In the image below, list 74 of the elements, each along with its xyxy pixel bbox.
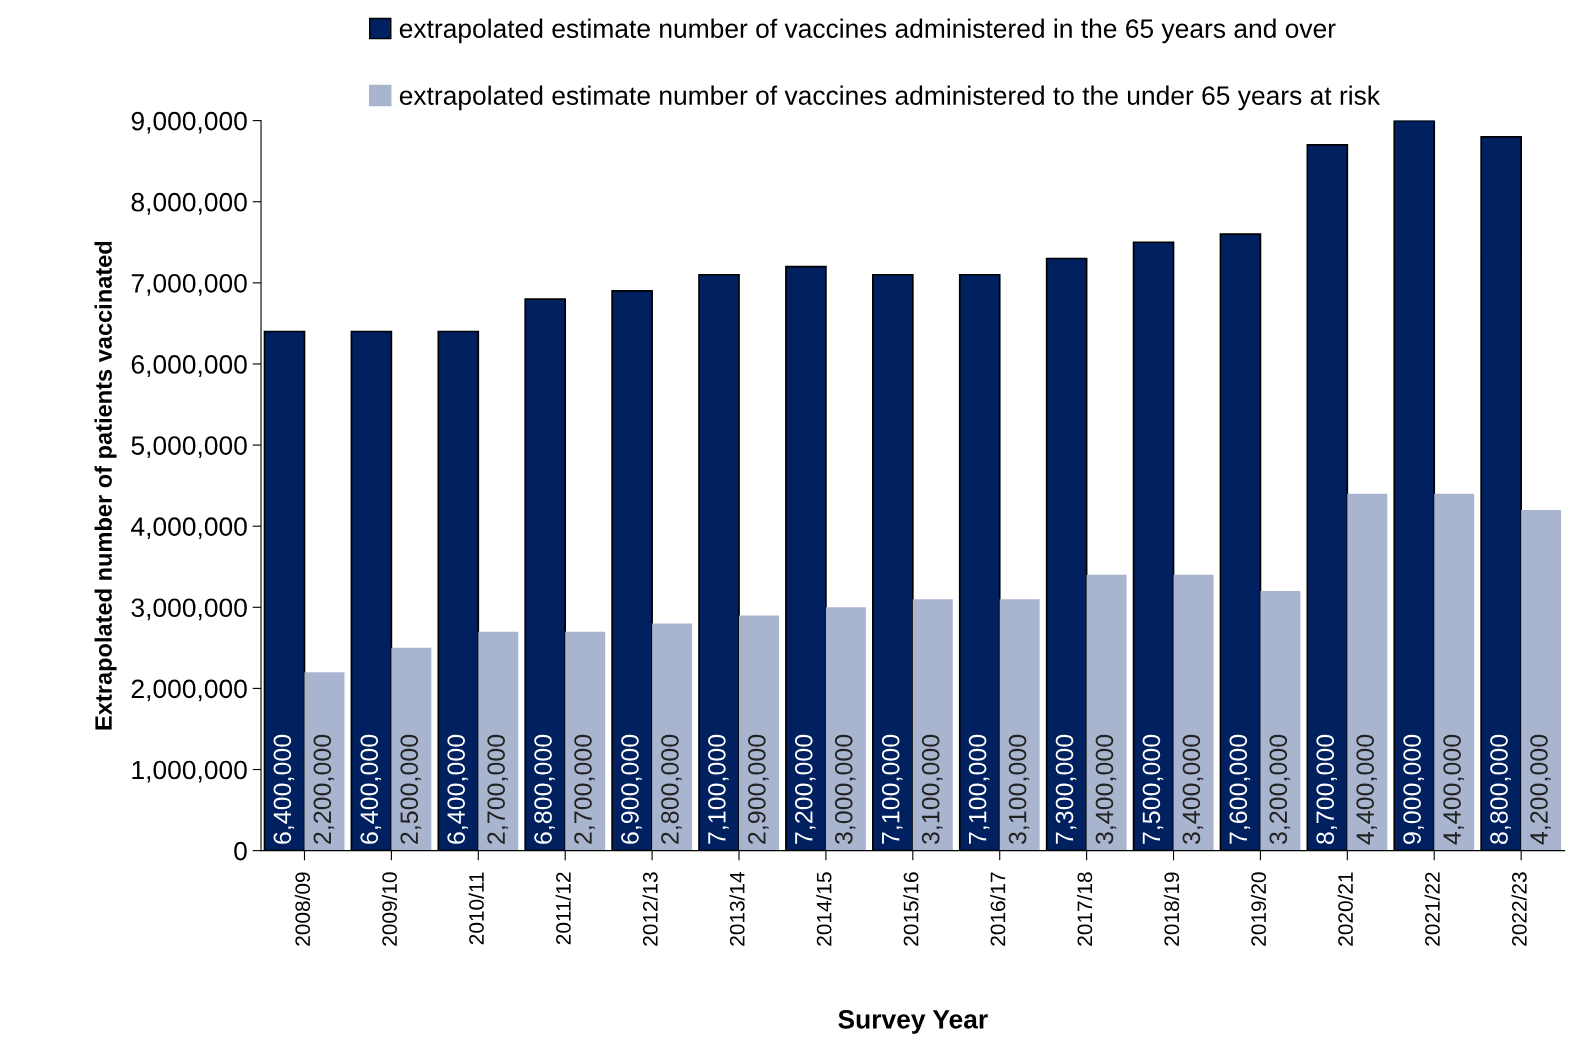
x-tick-label: 2008/09 [294, 872, 311, 946]
y-tick-label: 0 [234, 841, 247, 861]
y-tick-label: 4,000,000 [131, 517, 247, 540]
data-label: 6,400,000 [360, 734, 382, 844]
bar [739, 615, 779, 851]
data-label: 6,400,000 [273, 734, 295, 844]
bar [1434, 493, 1475, 851]
data-label: 7,500,000 [1142, 734, 1164, 844]
data-label: 7,300,000 [1055, 734, 1077, 844]
x-tick-label: 2013/14 [729, 872, 745, 946]
y-tick-label: 9,000,000 [131, 111, 247, 134]
bar [1521, 509, 1562, 851]
bar [1347, 493, 1388, 851]
legend-label: extrapolated estimate number of vaccines administered to the under 65 years at risk [399, 85, 1381, 111]
x-tick-label: 2011/12 [555, 872, 571, 945]
y-tick-label: 6,000,000 [131, 355, 247, 377]
x-tick-label: 2020/21 [1337, 872, 1353, 946]
data-label: 3,100,000 [921, 734, 943, 845]
bar [825, 607, 866, 851]
bar [1260, 591, 1301, 851]
y-tick-label: 1,000,000 [132, 760, 247, 783]
data-label: 2,700,000 [574, 734, 595, 844]
x-tick-label: 2015/16 [903, 872, 919, 946]
x-axis-title: Survey Year [838, 1009, 988, 1034]
y-tick-label: 5,000,000 [131, 436, 247, 458]
data-label: 3,400,000 [1182, 734, 1204, 845]
bar [391, 647, 432, 851]
data-label: 3,200,000 [1269, 734, 1291, 845]
data-label: 3,000,000 [834, 734, 856, 845]
x-tick-label: 2009/10 [381, 872, 397, 946]
data-label: 3,400,000 [1095, 734, 1117, 845]
y-tick-label: 7,000,000 [131, 273, 247, 296]
data-label: 6,800,000 [534, 734, 555, 844]
bar [999, 599, 1040, 851]
data-label: 7,200,000 [794, 734, 816, 844]
data-label: 2,500,000 [400, 734, 422, 844]
data-label: 8,800,000 [1490, 734, 1511, 844]
x-tick-label: 2012/13 [642, 872, 658, 946]
data-label: 6,900,000 [621, 734, 642, 844]
data-label: 7,100,000 [881, 734, 903, 844]
data-label: 6,400,000 [447, 734, 468, 844]
data-label: 4,400,000 [1356, 734, 1377, 845]
legend-label: extrapolated estimate number of vaccines administered in the 65 years and over [399, 18, 1336, 44]
data-label: 8,700,000 [1316, 734, 1338, 844]
x-tick-label: 2016/17 [990, 872, 1006, 946]
y-tick-label: 8,000,000 [131, 192, 247, 215]
bar [304, 672, 345, 851]
bar [1173, 574, 1214, 851]
bar [478, 631, 519, 851]
y-tick-label: 3,000,000 [131, 598, 247, 621]
bar [565, 631, 606, 851]
x-tick-label: 2010/11 [468, 872, 484, 945]
bar [652, 623, 693, 851]
data-label: 9,000,000 [1403, 734, 1424, 844]
data-label: 2,200,000 [313, 734, 335, 844]
x-tick-label: 2014/15 [816, 872, 832, 946]
data-label: 4,200,000 [1530, 734, 1551, 845]
data-label: 7,100,000 [968, 734, 990, 844]
bar [1086, 574, 1127, 851]
data-label: 2,900,000 [748, 734, 769, 844]
x-tick-label: 2018/19 [1163, 872, 1180, 946]
data-label: 4,400,000 [1443, 734, 1464, 845]
x-tick-label: 2017/18 [1076, 872, 1093, 946]
bar [912, 599, 953, 851]
data-label: 2,800,000 [661, 734, 682, 844]
x-tick-label: 2022/23 [1511, 872, 1527, 946]
data-label: 7,100,000 [708, 734, 729, 844]
data-label: 7,600,000 [1229, 734, 1251, 844]
x-tick-label: 2019/20 [1250, 872, 1267, 946]
y-axis-title: Extrapolated number of patients vaccinated [94, 241, 117, 730]
data-label: 2,700,000 [487, 734, 508, 844]
y-tick-label: 2,000,000 [131, 679, 247, 702]
x-tick-label: 2021/22 [1424, 872, 1440, 946]
data-label: 3,100,000 [1008, 734, 1030, 845]
